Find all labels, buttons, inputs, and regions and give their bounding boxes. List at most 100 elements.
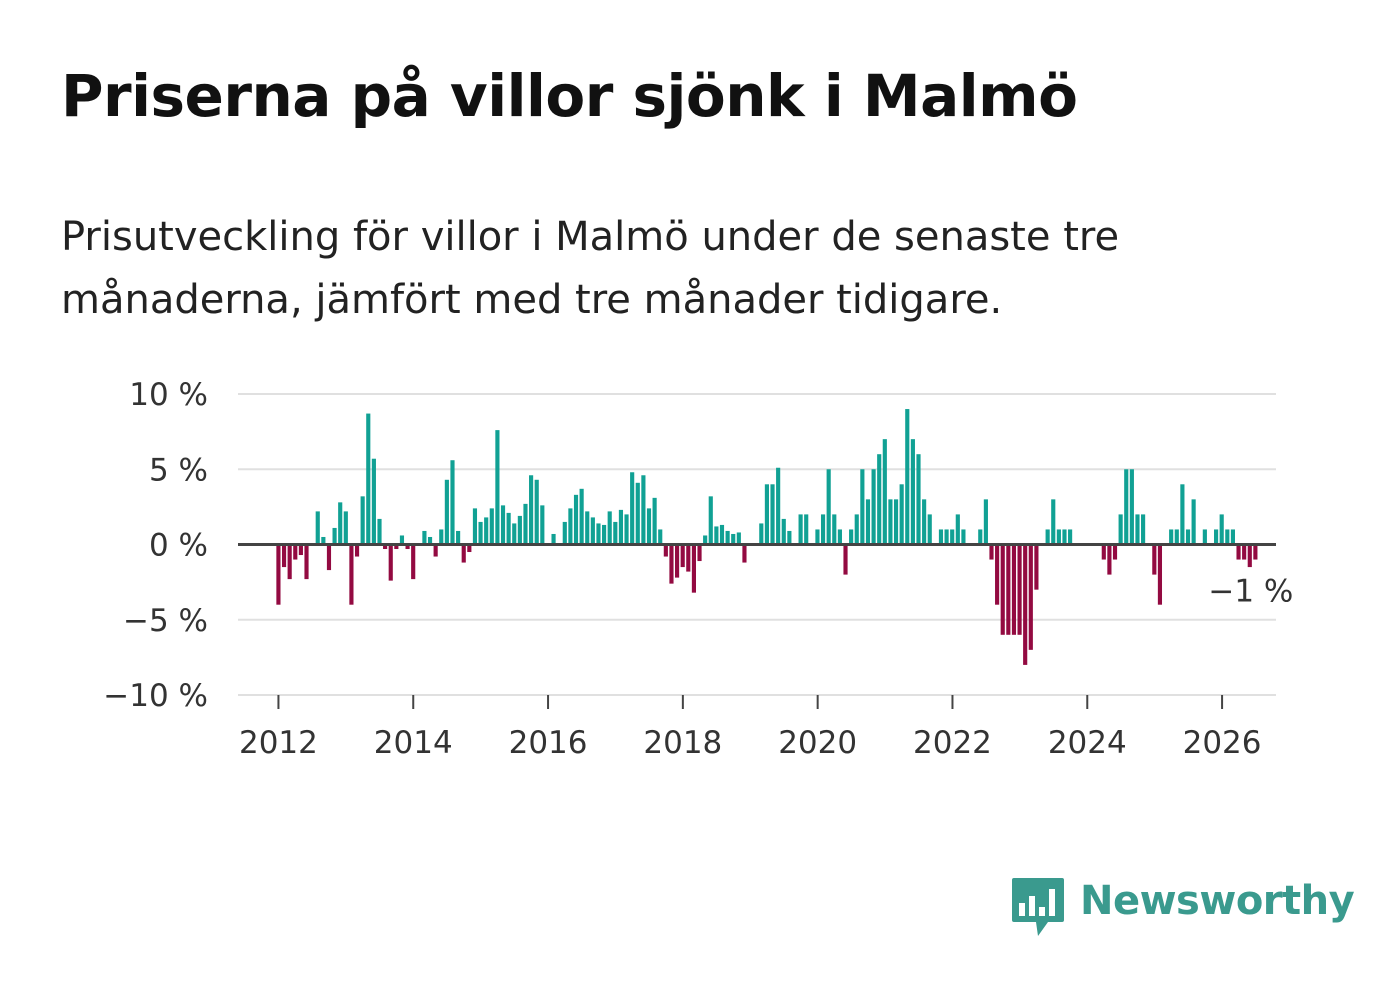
bar: [995, 544, 1000, 605]
bar: [826, 469, 831, 545]
bar: [517, 515, 522, 545]
bar: [461, 544, 466, 563]
bar: [680, 544, 685, 568]
bar: [1062, 529, 1067, 545]
bar: [579, 488, 584, 545]
bar: [820, 514, 826, 545]
bar: [961, 529, 966, 545]
bar: [354, 544, 360, 557]
bar: [635, 482, 640, 545]
bar: [1017, 544, 1022, 635]
bar: [478, 521, 483, 545]
bar: [1180, 484, 1185, 545]
bar: [439, 529, 444, 545]
bar: [759, 523, 764, 545]
bar: [1236, 544, 1241, 560]
bar: [1124, 469, 1129, 545]
x-tick-label: 2016: [509, 725, 588, 761]
bar: [433, 544, 438, 557]
bar: [1157, 544, 1163, 605]
bar: [742, 544, 747, 563]
bar: [551, 533, 556, 545]
bar: [484, 517, 489, 545]
bar: [916, 454, 921, 545]
bar: [922, 499, 927, 545]
bar: [467, 544, 472, 553]
bar: [1174, 529, 1179, 545]
last-value-annotation: −1 %: [1208, 574, 1293, 610]
bar: [697, 544, 702, 562]
bar: [602, 524, 607, 545]
x-tick-label: 2018: [643, 725, 722, 761]
bar: [315, 511, 320, 545]
bar: [1006, 544, 1011, 635]
chart-subtitle: Prisutveckling för villor i Malmö under …: [61, 214, 1120, 323]
bar: [529, 475, 534, 545]
bar: [843, 544, 848, 575]
bar: [669, 544, 674, 584]
x-tick-label: 2022: [913, 725, 992, 761]
bar: [663, 544, 668, 557]
bar: [815, 529, 820, 545]
bar: [1141, 514, 1146, 545]
bar: [1051, 499, 1056, 545]
y-tick-label: 0 %: [149, 528, 208, 564]
bar: [703, 535, 708, 545]
bar: [1219, 514, 1224, 545]
bar: [950, 529, 955, 545]
bar: [877, 454, 882, 545]
bar: [1118, 514, 1123, 545]
bar: [287, 544, 292, 580]
y-tick-label: −10 %: [103, 678, 208, 714]
bar: [978, 529, 983, 545]
bar: [854, 514, 859, 545]
bar: [764, 484, 769, 545]
bar: [450, 460, 455, 545]
bar: [787, 530, 792, 545]
x-tick-label: 2014: [374, 725, 453, 761]
bar: [804, 514, 809, 545]
bar: [304, 544, 309, 580]
bar: [658, 529, 663, 545]
y-tick-label: 5 %: [149, 452, 208, 488]
bar: [500, 505, 506, 545]
bar: [444, 479, 449, 545]
bar: [1112, 544, 1118, 560]
bar: [1202, 529, 1207, 545]
bar: [276, 544, 281, 605]
bar: [360, 496, 365, 545]
bar: [1023, 544, 1028, 665]
bar: [893, 499, 899, 545]
bar: [1169, 529, 1174, 545]
bar: [388, 544, 393, 581]
bar: [776, 467, 781, 545]
bar: [832, 514, 837, 545]
bar: [1135, 514, 1140, 545]
bar: [725, 530, 730, 545]
bar: [708, 496, 713, 545]
bar: [860, 469, 865, 545]
bar: [1101, 544, 1106, 560]
bar: [573, 494, 579, 545]
bars: [276, 409, 1258, 665]
bar: [512, 523, 517, 545]
bar: [613, 521, 618, 545]
bar: [618, 509, 624, 545]
bar: [905, 409, 910, 545]
bar: [472, 508, 478, 545]
bar: [366, 413, 371, 545]
bar: [624, 514, 629, 545]
x-axis: 2012 2014 2016 2018 2020 2022 2024 2026: [239, 695, 1262, 761]
x-tick-label: 2020: [778, 725, 857, 761]
bar: [332, 527, 337, 545]
bar: [938, 529, 944, 545]
bar: [1214, 529, 1219, 545]
bar: [731, 533, 736, 545]
x-tick-label: 2012: [239, 725, 318, 761]
bar: [1253, 544, 1258, 560]
chart-title: Priserna på villor sjönk i Malmö: [61, 62, 1078, 130]
bar: [1000, 544, 1005, 635]
bar: [882, 439, 887, 545]
bar: [675, 544, 680, 578]
